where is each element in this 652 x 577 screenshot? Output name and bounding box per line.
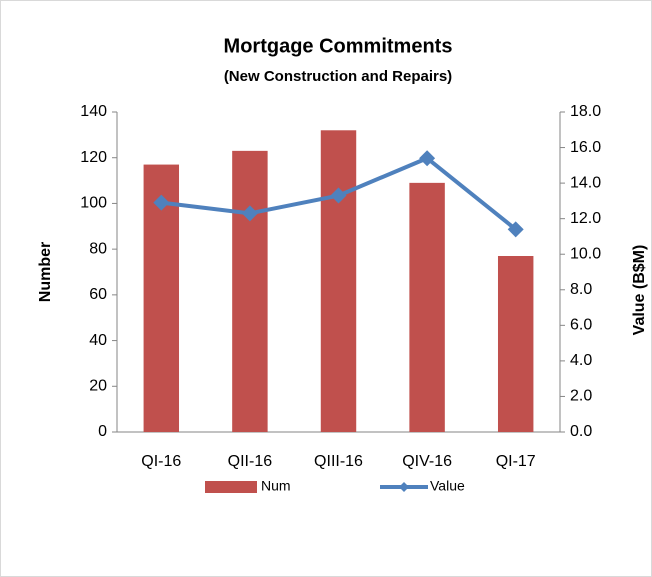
x-tick-label: QIV-16 <box>402 453 452 470</box>
y-tick-label: 120 <box>80 149 107 166</box>
y2-tick-label: 2.0 <box>570 388 592 405</box>
y2-tick-label: 10.0 <box>570 245 601 262</box>
x-tick-label: QI-16 <box>141 453 181 470</box>
y-tick-label: 0 <box>98 423 107 440</box>
y2-tick-label: 14.0 <box>570 174 601 191</box>
chart-title: Mortgage Commitments <box>224 35 453 57</box>
y-axis-label: Number <box>37 242 54 302</box>
y2-tick-label: 4.0 <box>570 352 592 369</box>
y2-tick-label: 8.0 <box>570 281 592 298</box>
chart-subtitle: (New Construction and Repairs) <box>224 68 452 85</box>
legend-marker <box>399 482 409 492</box>
y2-tick-label: 12.0 <box>570 210 601 227</box>
y2-tick-label: 0.0 <box>570 423 592 440</box>
y-tick-label: 20 <box>89 378 107 395</box>
line-marker <box>241 205 258 222</box>
legend-label: Value <box>430 478 465 494</box>
line-marker <box>419 150 436 167</box>
x-tick-label: QIII-16 <box>314 453 363 470</box>
line-marker <box>330 187 347 204</box>
x-tick-label: QII-16 <box>228 453 273 470</box>
bar <box>497 256 534 432</box>
legend-label: Num <box>261 478 291 494</box>
bar <box>320 130 357 433</box>
y2-axis-label: Value (B$M) <box>631 245 648 336</box>
x-tick-label: QI-17 <box>496 453 536 470</box>
y-tick-label: 100 <box>80 195 107 212</box>
y-tick-label: 80 <box>89 240 107 257</box>
line-marker <box>153 194 170 211</box>
y-tick-label: 40 <box>89 332 107 349</box>
y2-tick-label: 16.0 <box>570 139 601 156</box>
y2-tick-label: 6.0 <box>570 317 592 334</box>
y-tick-label: 60 <box>89 286 107 303</box>
bar <box>409 182 445 432</box>
line-marker <box>507 221 524 238</box>
y2-tick-label: 18.0 <box>570 103 601 120</box>
y-tick-label: 140 <box>80 103 107 120</box>
bar <box>232 150 268 432</box>
legend-swatch <box>205 481 257 493</box>
